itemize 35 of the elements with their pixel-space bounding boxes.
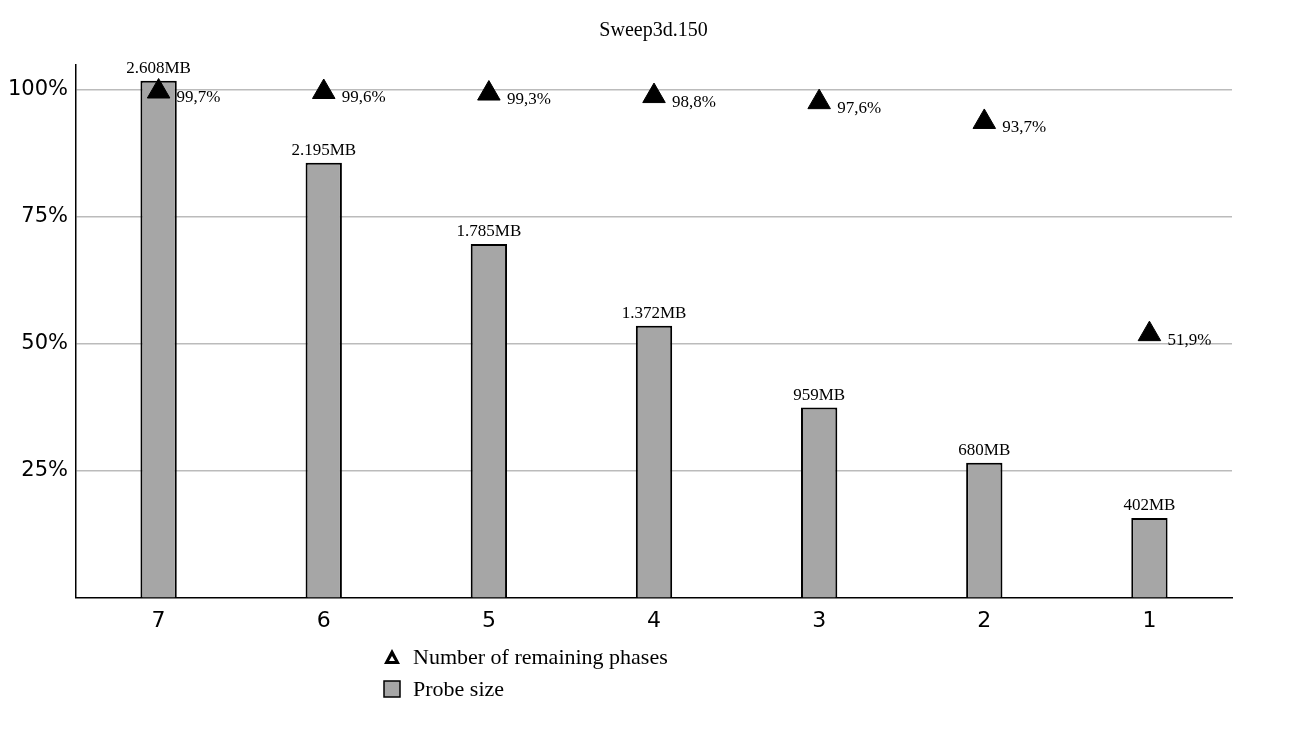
data-label: 98,8% (672, 91, 716, 111)
data-label: 99,6% (341, 87, 386, 107)
chart-title: Sweep3d.150 (598, 18, 709, 43)
y-tick-label: 75% (21, 203, 69, 228)
x-tick-label: 7 (151, 606, 166, 632)
data-label: 402MB (1123, 494, 1176, 514)
data-label: 1.372MB (621, 302, 687, 322)
point (477, 80, 501, 101)
x-tick-label: 2 (977, 606, 992, 632)
data-label: 2.195MB (291, 139, 357, 159)
legend-label: Number of remaining phases (413, 644, 668, 670)
data-label: 1.785MB (456, 220, 522, 240)
data-label: 959MB (793, 384, 846, 404)
point (311, 78, 336, 100)
x-tick-label: 4 (647, 606, 662, 632)
x-tick-label: 1 (1142, 606, 1157, 632)
legend-label: Probe size (413, 676, 505, 702)
point (642, 82, 666, 104)
point (146, 78, 171, 99)
data-label: 51,9% (1167, 329, 1212, 349)
y-tick-label: 100% (7, 76, 69, 101)
point (807, 88, 831, 110)
data-label: 97,6% (837, 97, 882, 117)
data-label: 680MB (958, 439, 1011, 459)
x-tick-label: 5 (481, 606, 496, 632)
y-tick-label: 25% (21, 457, 69, 482)
data-label: 99,7% (176, 86, 221, 106)
data-label: 99,3% (506, 89, 551, 108)
data-label: 2.608MB (126, 57, 191, 77)
x-tick-label: 6 (316, 606, 331, 632)
y-tick-label: 50% (21, 330, 69, 355)
x-tick-label: 3 (812, 606, 827, 632)
data-label: 93,7% (1002, 117, 1047, 137)
point (1137, 320, 1162, 342)
point (972, 108, 997, 129)
